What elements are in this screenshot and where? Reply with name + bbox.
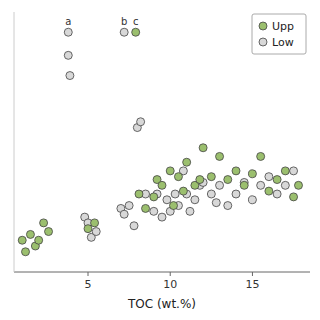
x-axis-label: TOC (wt.%) xyxy=(127,297,196,311)
point xyxy=(248,196,256,204)
point xyxy=(216,152,224,160)
point xyxy=(22,248,30,256)
point xyxy=(265,173,273,181)
point xyxy=(150,207,158,215)
point xyxy=(183,158,191,166)
y-axis xyxy=(14,12,15,272)
point xyxy=(158,181,166,189)
point xyxy=(26,230,34,238)
point xyxy=(224,176,232,184)
annotation: a xyxy=(65,16,71,27)
point xyxy=(35,236,43,244)
point xyxy=(92,228,100,236)
legend: Upp Low xyxy=(252,14,306,54)
point xyxy=(84,225,92,233)
series-points xyxy=(18,28,302,256)
point xyxy=(273,176,281,184)
point xyxy=(135,190,143,198)
point xyxy=(150,193,158,201)
point xyxy=(130,222,138,230)
point xyxy=(191,196,199,204)
x-tick-label: 15 xyxy=(245,278,259,291)
x-axis xyxy=(14,272,310,273)
legend-marker xyxy=(259,22,267,30)
point xyxy=(120,210,128,218)
series-points xyxy=(64,28,297,241)
point xyxy=(212,199,220,207)
point xyxy=(64,28,72,36)
point xyxy=(120,28,128,36)
point xyxy=(45,228,53,236)
x-tick xyxy=(252,272,253,276)
point xyxy=(40,219,48,227)
annotation: c xyxy=(133,16,139,27)
point xyxy=(273,190,281,198)
point xyxy=(281,167,289,175)
legend-marker xyxy=(259,38,267,46)
point xyxy=(248,170,256,178)
point xyxy=(290,193,298,201)
point xyxy=(132,28,140,36)
point xyxy=(170,202,178,210)
point xyxy=(257,181,265,189)
point xyxy=(137,118,145,126)
point xyxy=(232,190,240,198)
point xyxy=(207,190,215,198)
point xyxy=(174,173,182,181)
point xyxy=(257,152,265,160)
point xyxy=(216,181,224,189)
x-tick xyxy=(170,272,171,276)
point xyxy=(240,181,248,189)
point xyxy=(207,173,215,181)
chart: 5 10 15 TOC (wt.%) a bc Upp Low xyxy=(0,0,320,320)
x-tick xyxy=(88,272,89,276)
point xyxy=(66,72,74,80)
point xyxy=(142,204,150,212)
point xyxy=(199,144,207,152)
point xyxy=(171,190,179,198)
point xyxy=(18,236,26,244)
plot-area xyxy=(18,28,302,256)
x-tick-label: 5 xyxy=(85,278,92,291)
annotation: b xyxy=(121,16,127,27)
point xyxy=(232,167,240,175)
point xyxy=(163,196,171,204)
point xyxy=(91,219,99,227)
legend-box xyxy=(252,14,306,54)
point xyxy=(166,167,174,175)
point xyxy=(158,213,166,221)
point xyxy=(179,187,187,195)
legend-label: Low xyxy=(272,36,294,49)
point xyxy=(196,176,204,184)
x-tick-label: 10 xyxy=(163,278,177,291)
point xyxy=(281,181,289,189)
point xyxy=(294,181,302,189)
legend-label: Upp xyxy=(272,20,294,33)
point xyxy=(224,202,232,210)
point xyxy=(125,202,133,210)
point xyxy=(186,207,194,215)
point xyxy=(290,167,298,175)
point xyxy=(265,187,273,195)
point xyxy=(64,51,72,59)
